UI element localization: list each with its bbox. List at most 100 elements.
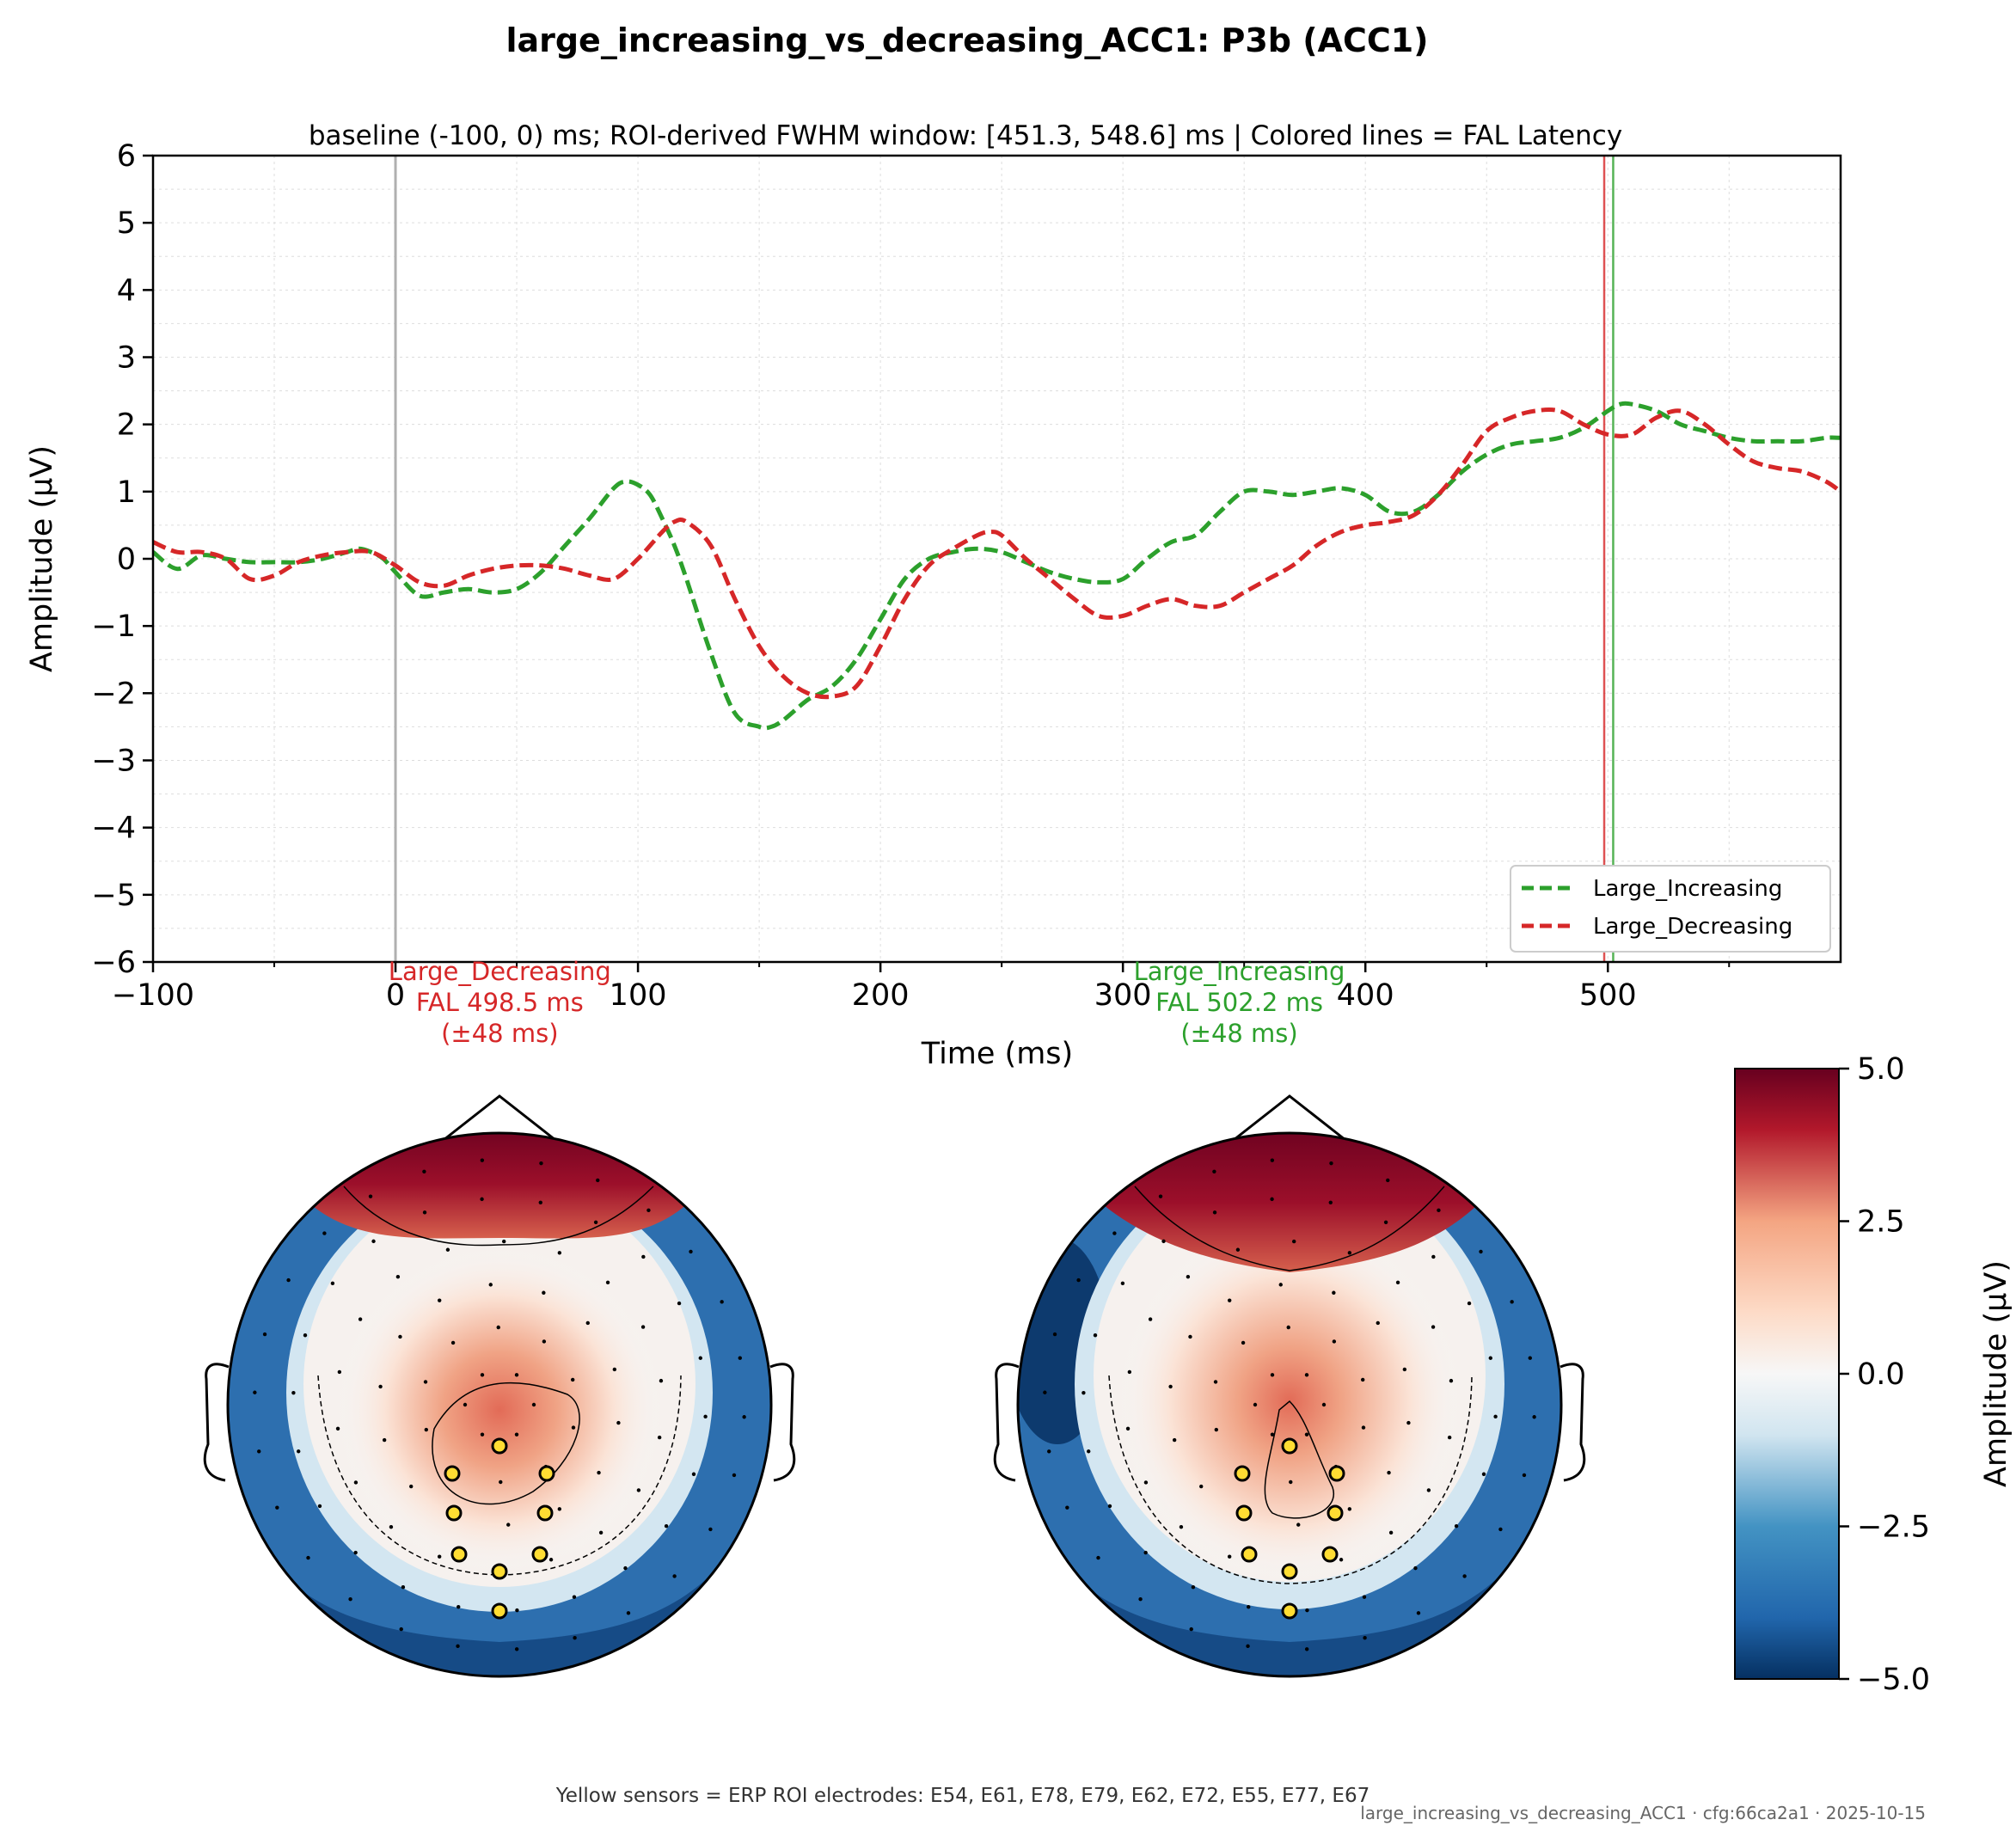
sensor-dot bbox=[1227, 1298, 1232, 1302]
sensor-dot bbox=[262, 1332, 267, 1337]
sensor-dot bbox=[689, 1249, 693, 1254]
sensor-dot bbox=[548, 1558, 554, 1562]
sensor-dot bbox=[398, 1334, 402, 1339]
y-tick-label: −6 bbox=[91, 946, 136, 980]
sensor-dot bbox=[1246, 1644, 1250, 1649]
sensor-dot bbox=[457, 1604, 461, 1609]
sensor-dot bbox=[445, 1247, 450, 1252]
y-tick-label: 1 bbox=[117, 475, 136, 510]
x-tick-label: 400 bbox=[1337, 978, 1394, 1013]
sensor-dot bbox=[480, 1158, 485, 1162]
sensor-dot bbox=[501, 1239, 506, 1244]
grid-lines bbox=[152, 155, 1841, 963]
sensor-dot bbox=[1347, 1507, 1352, 1511]
latency-annotation-text: Large_Decreasing bbox=[389, 957, 611, 986]
sensor-dot bbox=[1065, 1505, 1069, 1510]
sensor-dot bbox=[641, 1254, 646, 1259]
legend: Large_Increasing Large_Decreasing bbox=[1510, 865, 1831, 953]
head-right-ear bbox=[1559, 1363, 1586, 1482]
roi-electrode bbox=[445, 1504, 463, 1522]
sensor-dot bbox=[1510, 1300, 1514, 1304]
sensor-dot bbox=[742, 1415, 746, 1419]
latency-annotation-text: (±48 ms) bbox=[1180, 1019, 1297, 1048]
sensor-dot bbox=[1395, 1280, 1400, 1285]
roi-electrode bbox=[450, 1546, 468, 1563]
latency-annotation-text: (±48 ms) bbox=[441, 1019, 558, 1048]
x-tick-label: 500 bbox=[1579, 978, 1637, 1013]
sensor-dot bbox=[672, 1574, 677, 1578]
sensor-dot bbox=[1328, 1200, 1333, 1205]
sensor-dot bbox=[1270, 1373, 1275, 1377]
sensor-dot bbox=[1388, 1530, 1394, 1535]
sensor-dot bbox=[708, 1527, 713, 1532]
sensor-dot bbox=[437, 1554, 442, 1559]
sensor-dot bbox=[514, 1432, 519, 1437]
sensor-dot bbox=[1189, 1627, 1193, 1632]
sensor-dot bbox=[1212, 1210, 1217, 1215]
sensor-dot bbox=[1386, 1178, 1390, 1183]
axis-ticks: −100 0 100 200 300 400 500 −6 −5 −4 −3 −2 −1 0 1 2 3 4 5 6 bbox=[91, 139, 1731, 1013]
head-right-ear bbox=[769, 1363, 796, 1482]
sensor-dot bbox=[542, 1339, 547, 1344]
sensor-dot bbox=[612, 1367, 617, 1372]
sensor-dot bbox=[1052, 1332, 1057, 1337]
sensor-dot bbox=[573, 1636, 577, 1640]
sensor-dot bbox=[395, 1274, 401, 1279]
sensor-dot bbox=[499, 1480, 503, 1485]
y-tick-label: 6 bbox=[117, 139, 136, 174]
sensor-dot bbox=[1304, 1373, 1309, 1377]
sensor-dot bbox=[597, 1470, 601, 1475]
sensor-dot bbox=[1479, 1249, 1483, 1254]
sensor-dot bbox=[1304, 1647, 1309, 1651]
roi-electrode bbox=[536, 1504, 554, 1522]
y-tick-label: 5 bbox=[117, 206, 136, 241]
sensor-dot bbox=[286, 1277, 291, 1283]
sensor-dot bbox=[1270, 1158, 1275, 1162]
sensor-dot bbox=[1383, 1220, 1388, 1224]
sensor-dot bbox=[1321, 1402, 1327, 1407]
sensor-dot bbox=[506, 1522, 511, 1527]
sensor-dot bbox=[1213, 1380, 1218, 1384]
sensor-dot bbox=[1214, 1427, 1219, 1432]
roi-electrode bbox=[1281, 1602, 1298, 1620]
topo-contour bbox=[1264, 1400, 1335, 1519]
series-line-large-increasing bbox=[151, 401, 1841, 731]
colorbar-tick-label: −2.5 bbox=[1857, 1510, 1930, 1545]
series-line-large-decreasing bbox=[151, 407, 1842, 700]
colorbar-ticks: 5.0 2.5 0.0 −2.5 −5.0 bbox=[1839, 1052, 1930, 1697]
sensor-dot bbox=[463, 1402, 468, 1407]
sensor-dot bbox=[422, 1169, 426, 1173]
sensor-dot bbox=[1199, 1484, 1204, 1489]
sensor-dot bbox=[1332, 1339, 1337, 1344]
sensor-dot bbox=[480, 1432, 485, 1437]
sensor-dot bbox=[353, 1550, 358, 1555]
sensor-dot bbox=[1093, 1333, 1098, 1338]
colorbar-tick-label: −5.0 bbox=[1857, 1663, 1930, 1697]
sensor-dot bbox=[1082, 1390, 1086, 1395]
roi-electrode bbox=[538, 1465, 555, 1482]
y-tick-label: 2 bbox=[117, 408, 136, 443]
sensor-dot bbox=[1454, 1523, 1459, 1529]
sensor-dot bbox=[1376, 1320, 1380, 1326]
topo-contour bbox=[1134, 1186, 1445, 1271]
sensor-dot bbox=[1522, 1473, 1527, 1478]
sensor-dot bbox=[1360, 1377, 1365, 1382]
roi-electrode bbox=[1327, 1504, 1344, 1522]
sensor-dot bbox=[605, 1280, 610, 1285]
roi-electrode bbox=[491, 1437, 508, 1455]
sensor-dot bbox=[1431, 1325, 1436, 1329]
sensor-dot bbox=[1143, 1550, 1148, 1555]
sensor-dot bbox=[1127, 1369, 1132, 1375]
topo-blue-edge bbox=[228, 1461, 771, 1676]
sensor-dot bbox=[1076, 1277, 1081, 1283]
sensor-dot bbox=[640, 1325, 646, 1329]
head-outline bbox=[226, 1131, 773, 1678]
roi-electrode bbox=[491, 1563, 508, 1580]
x-tick-label: −100 bbox=[112, 978, 194, 1013]
sensor-dot bbox=[557, 1251, 562, 1255]
sensor-dot bbox=[358, 1317, 363, 1321]
x-tick-label: 100 bbox=[610, 978, 667, 1013]
sensor-dot bbox=[423, 1380, 428, 1384]
